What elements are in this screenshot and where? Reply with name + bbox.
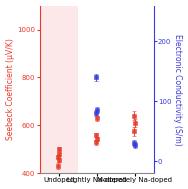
Y-axis label: Seebeck Coefficient (μV/K): Seebeck Coefficient (μV/K) [6,39,14,140]
Y-axis label: Electronic Conductivity (S/m): Electronic Conductivity (S/m) [174,33,182,145]
Bar [39,5,78,173]
